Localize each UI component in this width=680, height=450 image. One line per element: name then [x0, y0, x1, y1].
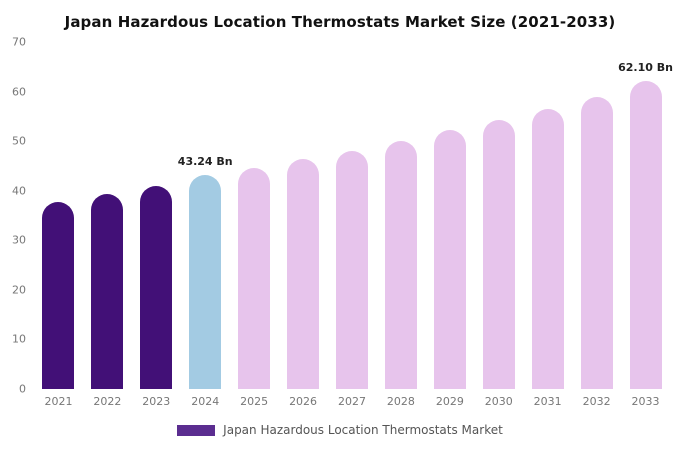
bar-column-2032 — [572, 42, 621, 389]
y-axis: 0 10 20 30 40 50 60 70 — [4, 37, 28, 395]
x-tick-2033: 2033 — [631, 395, 660, 408]
bar-column-2023 — [132, 42, 181, 389]
bar-2023 — [140, 185, 173, 389]
bar-2027 — [335, 150, 368, 389]
bar-column-2028 — [376, 42, 425, 389]
x-tick-2032: 2032 — [582, 395, 611, 408]
bar-2031 — [531, 108, 564, 389]
bar-column-2021 — [34, 42, 83, 389]
x-tick-2024: 2024 — [191, 395, 220, 408]
x-tick-2023: 2023 — [142, 395, 171, 408]
plot-area: 0 10 20 30 40 50 60 70 43.24 Bn 62.10 Bn — [12, 37, 673, 395]
x-tick-2029: 2029 — [435, 395, 464, 408]
y-tick-20: 20 — [12, 283, 26, 297]
bars: 43.24 Bn 62.10 Bn — [34, 42, 673, 389]
legend-label: Japan Hazardous Location Thermostats Mar… — [223, 423, 503, 437]
bar-value-label-2033: 62.10 Bn — [618, 61, 673, 75]
legend: Japan Hazardous Location Thermostats Mar… — [0, 423, 680, 437]
y-tick-40: 40 — [12, 184, 26, 198]
bar-value-label-2024: 43.24 Bn — [177, 154, 233, 168]
y-tick-70: 70 — [12, 35, 26, 49]
x-tick-2031: 2031 — [533, 395, 562, 408]
chart-title: Japan Hazardous Location Thermostats Mar… — [64, 13, 616, 31]
legend-swatch-icon — [177, 424, 216, 436]
bar-2026 — [287, 159, 320, 389]
bar-column-2031 — [523, 42, 572, 389]
y-tick-10: 10 — [12, 332, 26, 346]
bar-2028 — [384, 141, 417, 389]
bar-2024 — [189, 174, 222, 389]
x-tick-2028: 2028 — [386, 395, 415, 408]
bar-column-2024: 43.24 Bn — [177, 42, 233, 389]
bar-2033 — [629, 81, 662, 389]
bar-column-2022 — [83, 42, 132, 389]
x-tick-2026: 2026 — [289, 395, 318, 408]
x-tick-2027: 2027 — [337, 395, 366, 408]
y-tick-50: 50 — [12, 134, 26, 148]
bar-2025 — [238, 168, 271, 389]
x-tick-2030: 2030 — [484, 395, 513, 408]
bar-2029 — [433, 130, 466, 389]
bar-column-2030 — [474, 42, 523, 389]
bar-column-2027 — [328, 42, 377, 389]
x-tick-2021: 2021 — [44, 395, 73, 408]
bar-2030 — [482, 119, 515, 389]
bar-column-2033: 62.10 Bn — [618, 42, 673, 389]
y-tick-0: 0 — [19, 382, 26, 396]
y-tick-60: 60 — [12, 85, 26, 99]
bar-2022 — [91, 193, 124, 389]
bar-2021 — [42, 201, 75, 389]
x-axis-labels: 2021 2022 2023 2024 2025 2026 2027 2028 2029 2030… — [34, 395, 670, 408]
y-tick-30: 30 — [12, 233, 26, 247]
bar-column-2026 — [279, 42, 328, 389]
bar-column-2029 — [425, 42, 474, 389]
bar-column-2025 — [230, 42, 279, 389]
x-tick-2025: 2025 — [240, 395, 269, 408]
bar-2032 — [580, 97, 613, 389]
x-tick-2022: 2022 — [93, 395, 122, 408]
